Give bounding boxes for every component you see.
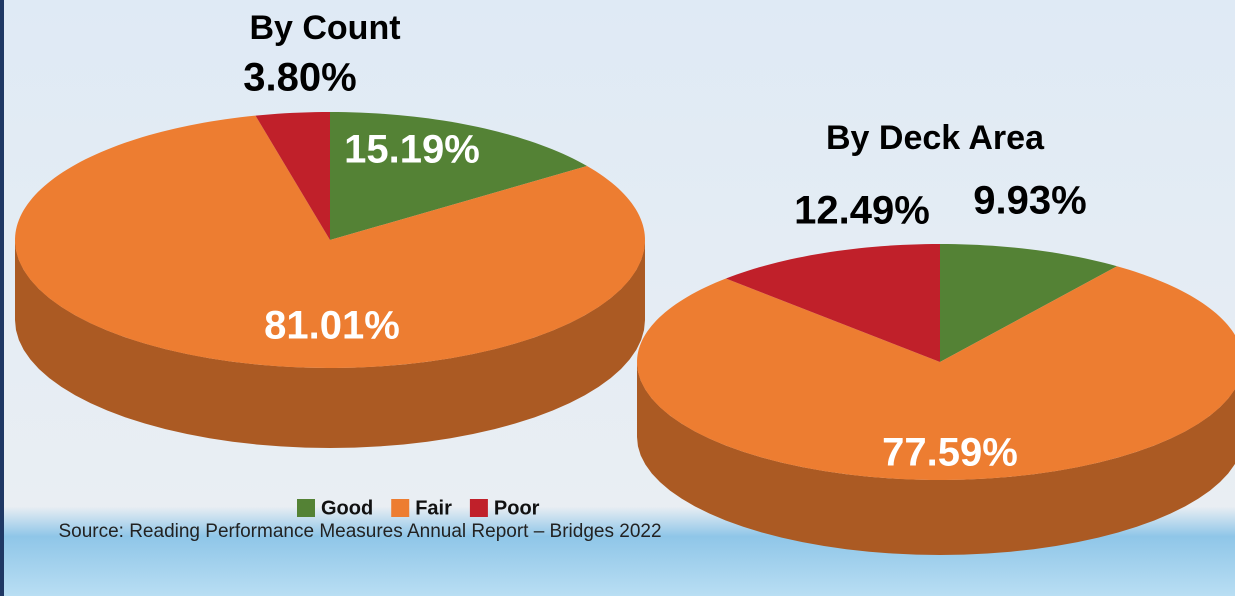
legend-label: Poor: [494, 497, 540, 519]
legend-swatch: [469, 499, 488, 517]
data-label: 3.80%: [243, 56, 356, 100]
pie-slice: [725, 244, 940, 362]
legend-swatch: [297, 499, 315, 517]
chart-title: By Count: [249, 9, 400, 47]
legend-label: Fair: [415, 497, 452, 519]
data-label: 81.01%: [264, 304, 400, 348]
pie-slice: [940, 244, 1118, 362]
pie-side: [15, 240, 645, 448]
data-label: 9.93%: [973, 179, 1086, 223]
data-label: 12.49%: [794, 189, 930, 233]
data-label: 77.59%: [882, 431, 1018, 475]
pie-side: [637, 362, 1235, 555]
pie-slice: [255, 112, 330, 240]
chart-title: By Deck Area: [826, 119, 1045, 157]
pie-slice: [637, 266, 1235, 480]
legend-swatch: [391, 499, 410, 517]
pie-slice: [330, 112, 588, 240]
left-border: [0, 0, 4, 596]
data-label: 15.19%: [344, 128, 480, 172]
legend-label: Good: [321, 497, 373, 519]
pie-slice: [15, 115, 645, 368]
source-note: Source: Reading Performance Measures Ann…: [58, 521, 661, 542]
